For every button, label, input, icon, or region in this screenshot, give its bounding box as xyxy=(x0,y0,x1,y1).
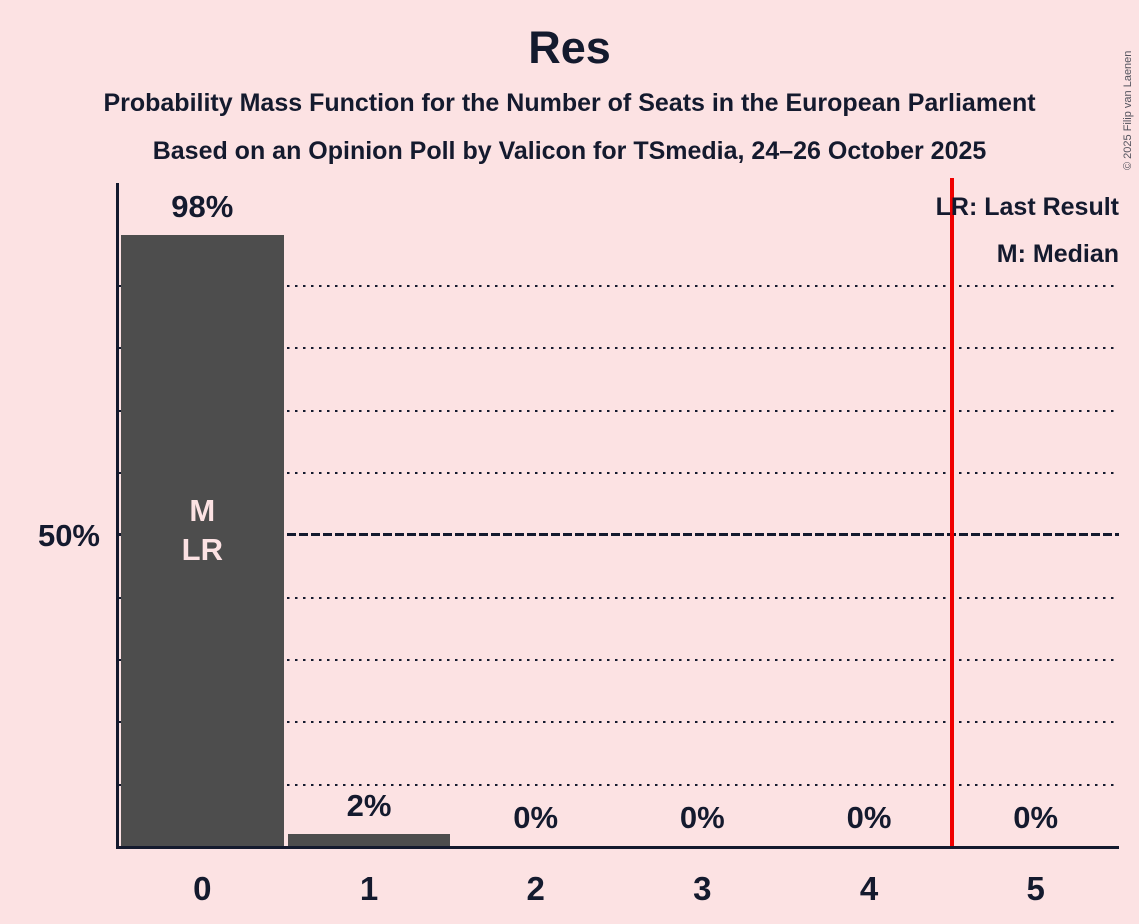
legend-last-result: LR: Last Result xyxy=(935,193,1119,221)
y-axis-tick-label: 50% xyxy=(37,518,100,553)
gridline-90 xyxy=(119,284,1119,287)
chart-title: Res xyxy=(528,22,611,73)
gridline-80 xyxy=(119,347,1119,350)
x-axis-tick-label: 2 xyxy=(526,870,545,907)
gridline-10 xyxy=(119,783,1119,786)
x-axis-tick-label: 0 xyxy=(193,870,212,907)
bar-value-label: 0% xyxy=(679,800,725,835)
median-annotation-line: M xyxy=(189,493,216,529)
legend-median: M: Median xyxy=(996,240,1119,268)
gridline-40 xyxy=(119,596,1119,599)
legend: LR: Last Result M: Median xyxy=(936,184,1119,278)
gridline-60 xyxy=(119,471,1119,474)
y-axis-line xyxy=(116,183,119,848)
copyright-text: © 2025 Filip van Laenen xyxy=(1122,50,1134,170)
x-axis-tick-label: 5 xyxy=(1026,870,1045,907)
x-axis-tick-label: 3 xyxy=(693,870,712,907)
x-axis-line xyxy=(116,846,1119,849)
chart-subtitle-line1: Probability Mass Function for the Number… xyxy=(103,89,1036,117)
bar-value-label: 0% xyxy=(513,800,559,835)
bar-value-label: 98% xyxy=(171,189,234,224)
bar-seats-1 xyxy=(287,833,451,846)
median-annotation-line: LR xyxy=(181,532,223,568)
chart-subtitle-line2: Based on an Opinion Poll by Valicon for … xyxy=(152,137,987,165)
x-axis-tick-label: 1 xyxy=(359,870,379,907)
bar-value-label: 2% xyxy=(346,787,392,823)
gridline-20 xyxy=(119,721,1119,724)
plot-area: 98% 0 2% 1 0% 2 0% 3 0% 4 0% 5 M LR xyxy=(116,178,1119,907)
x-axis-tick-label: 4 xyxy=(859,870,879,907)
gridline-50 xyxy=(119,533,1119,537)
last-result-line xyxy=(950,178,955,848)
median-annotation: M LR xyxy=(182,491,223,569)
gridline-30 xyxy=(119,658,1119,661)
bar-value-label: 0% xyxy=(1013,800,1059,835)
gridline-70 xyxy=(119,409,1119,412)
bar-value-label: 0% xyxy=(846,800,892,835)
bar-seats-0 xyxy=(121,235,284,846)
